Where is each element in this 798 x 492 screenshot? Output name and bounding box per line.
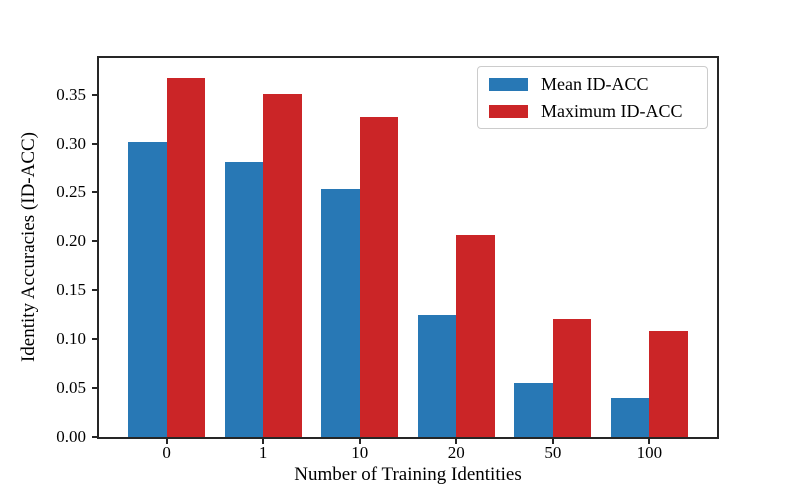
bar-mean-100 [610,397,650,437]
bar-mean-50 [514,383,553,437]
legend-swatch-maximum-icon [489,104,528,118]
bar-mean-0 [127,141,167,437]
y-tick-mark [92,436,99,438]
y-axis-title: Identity Accuracies (ID-ACC) [18,131,39,363]
y-tick-label: 0.20 [56,231,86,251]
y-tick-label: 0.15 [56,280,86,300]
bar-mean-10 [321,188,360,437]
y-tick-label: 0.10 [56,329,86,349]
x-tick-mark [551,437,554,444]
x-tick-mark [648,437,651,444]
y-tick-mark [92,240,99,243]
y-tick-mark [92,387,99,390]
bar-maximum-1 [263,93,302,437]
x-tick-label: 100 [636,443,663,462]
y-tick-label: 0.00 [56,427,86,446]
legend-label-mean: Mean ID-ACC [541,74,649,94]
legend-label-maximum: Maximum ID-ACC [541,101,683,121]
bar-maximum-20 [456,234,495,437]
x-tick-label: 1 [258,443,268,462]
y-tick-mark [92,93,99,96]
y-tick-mark [92,289,99,292]
y-tick-label: 0.05 [56,378,86,398]
x-tick-mark [165,437,168,444]
y-tick-label: 0.35 [56,84,86,104]
legend-swatch-mean-icon [489,77,528,91]
x-tick-label: 0 [162,443,171,462]
y-tick-mark [92,142,99,145]
x-tick-label: 50 [544,443,562,462]
x-tick-label: 10 [351,443,369,462]
bar-maximum-100 [649,331,689,437]
y-tick-label: 0.25 [56,182,86,202]
y-tick-label: 0.30 [56,133,86,153]
x-tick-label: 20 [447,443,465,462]
y-tick-mark [92,191,99,194]
bar-maximum-10 [359,117,399,437]
legend-entry-mean: Mean ID-ACC [489,75,707,93]
y-tick-mark [92,338,99,341]
bar-mean-20 [417,314,457,437]
legend-entry-maximum: Maximum ID-ACC [489,102,707,120]
x-tick-mark [358,437,361,444]
x-tick-mark [455,437,458,444]
x-tick-mark [262,437,265,444]
bar-maximum-50 [552,318,592,437]
x-axis-title: Number of Training Identities [294,464,522,485]
legend: Mean ID-ACC Maximum ID-ACC [477,66,708,129]
bar-maximum-0 [166,78,206,437]
bar-mean-1 [224,162,264,437]
